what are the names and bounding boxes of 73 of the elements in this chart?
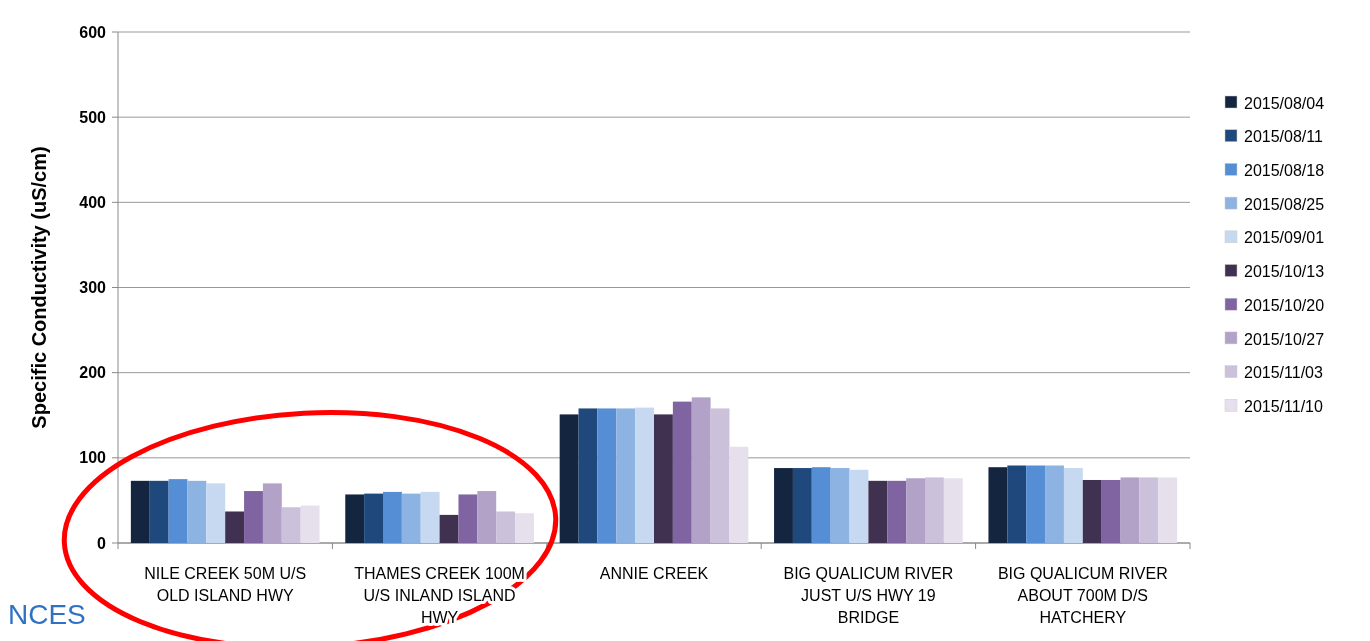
y-tick-label: 600	[79, 23, 107, 41]
bar	[1139, 477, 1159, 543]
bar	[925, 477, 944, 543]
bar	[578, 408, 598, 543]
bar	[225, 511, 245, 543]
legend-label: 2015/11/10	[1244, 397, 1323, 415]
y-tick-label: 200	[79, 364, 107, 382]
y-tick-label: 400	[79, 193, 107, 211]
bar	[281, 507, 301, 543]
bar	[364, 493, 383, 543]
bar	[477, 491, 497, 543]
bar	[729, 446, 749, 543]
legend-label: 2015/08/04	[1244, 94, 1325, 112]
bar	[1101, 479, 1121, 543]
bar	[887, 480, 907, 543]
bar	[774, 468, 793, 543]
bar	[1158, 477, 1178, 543]
bar	[1082, 479, 1102, 543]
bar	[597, 408, 617, 543]
bar	[710, 408, 730, 543]
x-tick-label: NILE CREEK 50M U/S OLD ISLAND HWY	[144, 565, 307, 604]
bar	[383, 491, 402, 543]
bar	[691, 397, 711, 543]
bar	[616, 408, 636, 543]
bar	[262, 483, 282, 543]
bar	[187, 480, 207, 543]
bar	[130, 480, 150, 543]
bar	[830, 468, 850, 543]
bar	[345, 494, 365, 543]
bar	[943, 478, 963, 543]
bar	[1120, 477, 1140, 543]
bar	[1026, 465, 1046, 543]
bar	[635, 407, 654, 543]
legend-label: 2015/09/01	[1244, 229, 1325, 247]
bar	[496, 511, 516, 543]
bar	[559, 414, 579, 543]
bar	[849, 469, 869, 543]
bar	[811, 467, 831, 543]
bar	[1045, 465, 1064, 543]
bar	[149, 480, 169, 543]
legend-label: 2015/08/18	[1244, 162, 1325, 179]
bar	[420, 491, 440, 543]
bar	[792, 468, 812, 543]
x-tick-label: ANNIE CREEK	[599, 565, 709, 582]
text: NCES	[8, 599, 86, 630]
bar	[1007, 465, 1027, 543]
bar	[300, 505, 320, 543]
x-tick-label: BIG QUALICUM RIVER ABOUT 700M D/S HATCHERY	[997, 565, 1168, 626]
y-axis-title: Specific Conductivity (uS/cm)	[28, 146, 50, 429]
bar	[439, 514, 459, 543]
bar	[458, 494, 478, 543]
y-tick-label: 0	[97, 534, 107, 552]
legend-label: 2015/11/03	[1244, 364, 1323, 382]
legend-label: 2015/10/13	[1244, 263, 1325, 281]
y-tick-label: 100	[79, 449, 107, 467]
bar	[168, 479, 188, 543]
legend-label: 2015/10/27	[1244, 330, 1325, 348]
bar	[401, 493, 421, 543]
bar	[515, 513, 534, 543]
bar	[206, 483, 226, 543]
bar	[672, 401, 692, 543]
y-tick-label: 300	[79, 279, 107, 297]
x-tick-label: BIG QUALICUM RIVER JUST U/S HWY 19 BRIDGE	[783, 565, 954, 626]
legend-label: 2015/08/11	[1244, 128, 1323, 146]
bar	[906, 478, 925, 543]
bar	[1063, 468, 1083, 543]
bar	[988, 467, 1008, 543]
bar	[244, 491, 263, 543]
legend-label: 2015/08/25	[1244, 195, 1325, 213]
bar	[654, 414, 673, 543]
bar	[868, 480, 888, 543]
legend-label: 2015/10/20	[1244, 296, 1325, 314]
y-tick-label: 500	[79, 108, 107, 126]
